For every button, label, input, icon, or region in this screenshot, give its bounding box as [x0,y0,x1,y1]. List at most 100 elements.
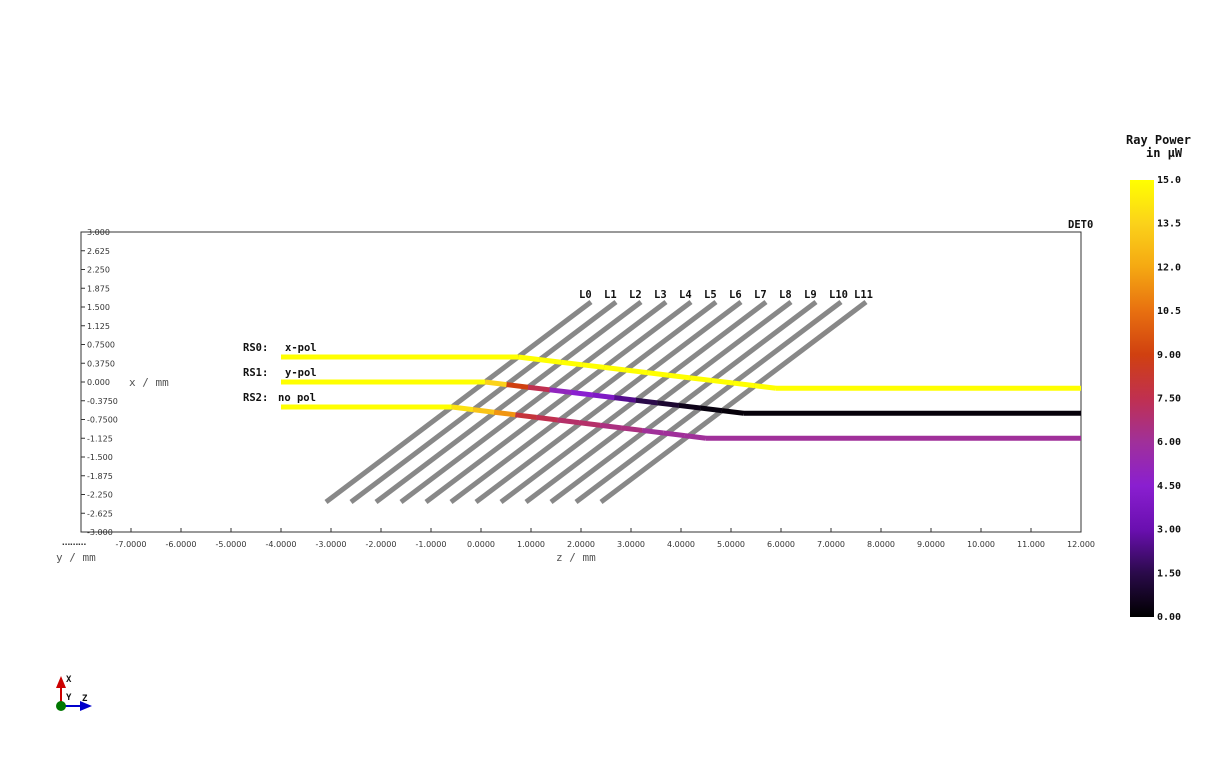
layer-label: L7 [754,289,767,301]
x-tick-label: 12.000 [1067,540,1095,549]
layer-stack [324,300,868,504]
y-tick-label: -2.250 [87,491,113,500]
layer-label: L5 [704,289,717,301]
ray-source-id: RS0: [243,342,268,354]
colorbar-tick-label: 1.50 [1157,568,1181,579]
ray-stack-segment [754,383,777,391]
triad-y-label: Y [66,693,72,703]
x-tick-label: 3.0000 [617,540,645,549]
triad-x-label: X [66,675,72,685]
colorbar-tick-label: 15.0 [1157,175,1181,186]
layer-L4 [424,300,693,504]
y-tick-label: 0.3750 [87,359,115,368]
ray-stack-segment [517,354,540,363]
ray-stack-segment [451,404,474,413]
colorbar-tick-label: 10.5 [1157,306,1181,317]
y-tick-label: 1.500 [87,303,110,312]
triad-y-dot [56,701,66,711]
ray-stack-segment [663,430,686,439]
y-tick-label: 0.7500 [87,341,115,350]
y-tick-label: -1.125 [87,434,113,443]
ray-stack-segment [684,433,707,441]
ray-stack-segment [711,377,734,386]
ray-stack-segment [668,372,691,381]
x-tick-label: -6.0000 [166,540,197,549]
x-tick-label: 9.0000 [917,540,945,549]
y-tick-label: 1.875 [87,284,110,293]
ray-stack-segment [700,405,723,414]
x-tick-label: -4.0000 [266,540,297,549]
colorbar-tick-label: 3.00 [1157,525,1181,536]
layer-label: L0 [579,289,592,301]
colorbar: Ray Power in µW 15.0 13.5 12.0 10.5 9.00 7.50… [1126,133,1191,623]
ray-stack-segment [625,367,648,376]
overlapping-y-ticks: ⋯⋯⋯ [62,540,86,549]
ray-stack-segment [549,387,572,395]
layer-labels: L0 L1 L2 L3 L4 L5 L6 L7 L8 L9 L10 L11 [579,289,873,301]
layer-L3 [399,300,668,504]
ray-stack-segment [613,395,637,403]
ray-source-labels: RS0: x-pol RS1: y-pol RS2: no pol [243,342,317,404]
y-tick-label: -3.000 [87,528,113,537]
layer-label: L1 [604,289,617,301]
ray-stack-segment [678,402,701,411]
ray-stack-segment [657,400,680,408]
ray-stack-segment [484,379,507,388]
layer-label: L4 [679,289,692,301]
z-axis-ticks: -7.0000 -6.0000 -5.0000 -4.0000 -3.0000 -2.00… [116,528,1095,549]
ray-name: no pol [278,392,316,404]
layer-label: L10 [829,289,848,301]
layer-L11 [599,300,868,504]
colorbar-tick-label: 6.00 [1157,437,1181,448]
x-tick-label: 10.000 [967,540,995,549]
y-tick-label: -1.500 [87,453,113,462]
ray-name: x-pol [285,342,317,354]
colorbar-ticks: 15.0 13.5 12.0 10.5 9.00 7.50 6.00 4.50 3.00 1.50… [1157,175,1181,623]
ray-stack-segment [646,370,669,378]
ray-stack-segment [506,382,529,390]
colorbar-tick-label: 4.50 [1157,481,1181,492]
ray-stack-segment [635,397,658,406]
colorbar-title-line2: in µW [1146,146,1183,160]
ray-name: y-pol [285,367,317,379]
ray-stack-segment [689,375,712,383]
x-tick-label: -7.0000 [116,540,147,549]
layer-L6 [474,300,743,504]
y-tick-label: -0.3750 [87,397,118,406]
ray-stack-segment [472,407,495,415]
colorbar-gradient [1130,180,1154,617]
y-axis-label: y / mm [56,551,96,564]
x-tick-label: 7.0000 [817,540,845,549]
layer-label: L8 [779,289,792,301]
x-tick-label: 6.0000 [767,540,795,549]
y-tick-label: -1.875 [87,472,113,481]
ray-stack-segment [536,414,559,423]
layer-L9 [549,300,818,504]
x-tick-label: 8.0000 [867,540,895,549]
layer-L0 [324,300,593,504]
colorbar-tick-label: 12.0 [1157,262,1181,273]
ray-stack-segment [599,422,622,431]
layer-label: L6 [729,289,742,301]
x-tick-label: -3.0000 [316,540,347,549]
ray-stack-segment [721,408,744,416]
y-tick-label: 2.625 [87,247,110,256]
x-tick-label: 0.0000 [467,540,495,549]
ray-stack-segment [527,384,550,393]
y-tick-label: 3.000 [87,228,110,237]
triad-x-head [56,676,66,688]
triad-z-head [80,701,92,711]
ray-stack-segment [570,389,594,398]
y-tick-label: -2.625 [87,509,113,518]
x-tick-label: -1.0000 [416,540,447,549]
ray-stack-segment [515,412,537,420]
layer-L1 [349,300,618,504]
x-axis-ticks: 3.000 2.625 2.250 1.875 1.500 1.125 0.7500 0.37… [81,228,118,537]
x-tick-label: 4.0000 [667,540,695,549]
x-axis-label: x / mm [129,376,169,389]
ray-stack-segment [493,409,516,418]
ray-stack-segment [539,357,562,365]
ray-stack-segment [592,392,615,401]
ray-stack-segment [642,427,664,436]
colorbar-tick-label: 7.50 [1157,394,1181,405]
